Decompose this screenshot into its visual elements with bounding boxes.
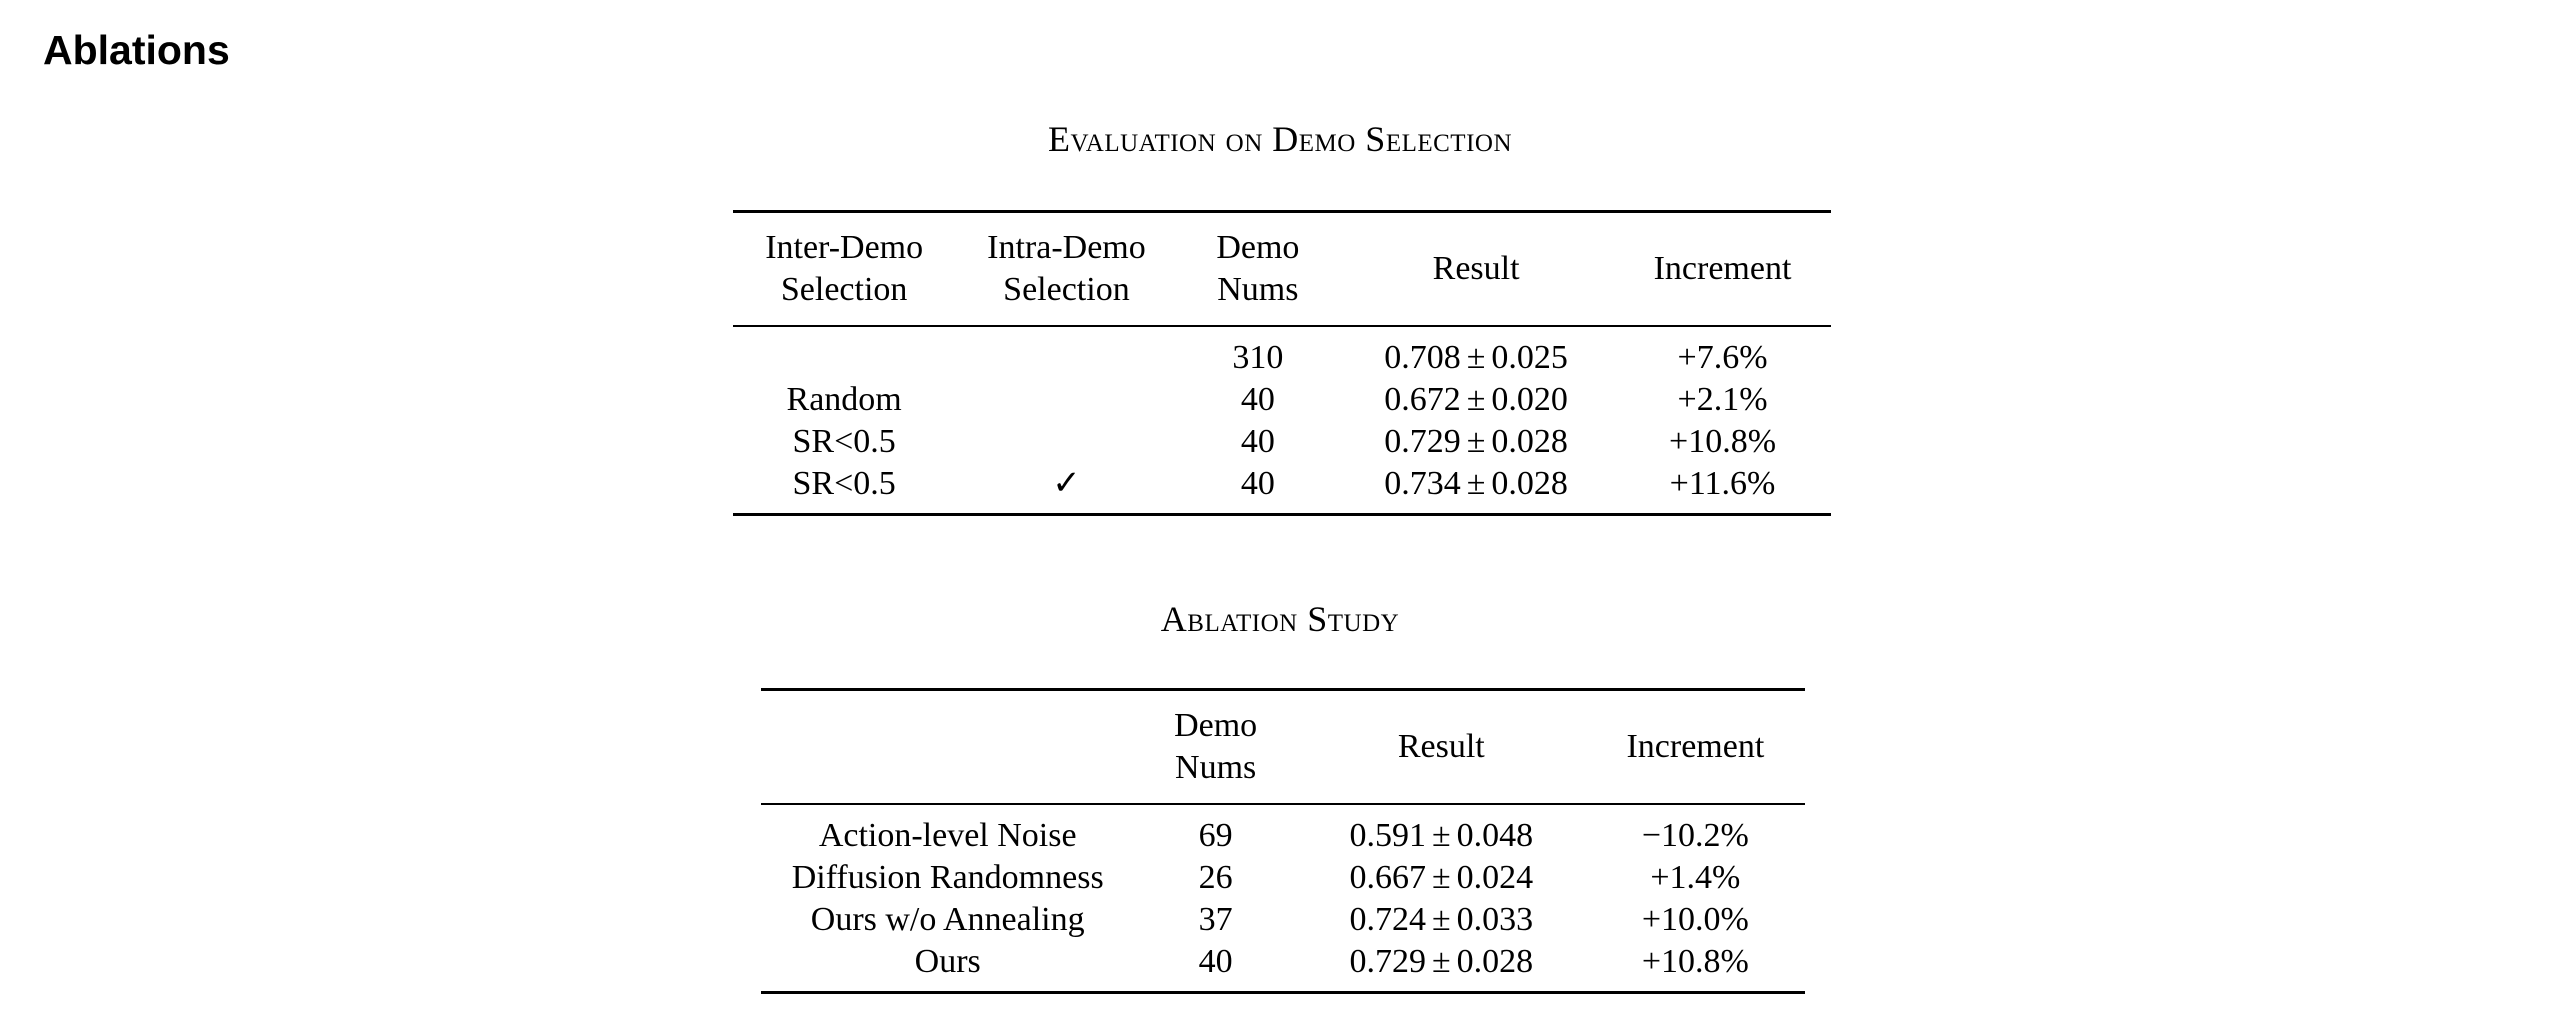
result-std: 0.024 (1456, 859, 1534, 896)
cell-intra-demo (955, 421, 1177, 463)
table-header-row: Inter-Demo Selection Intra-Demo Selectio… (733, 210, 1831, 327)
table-row: Ours w/o Annealing 37 0.724 ±0.033 +10.0% (761, 899, 1805, 941)
header-inter-demo-selection: Inter-Demo Selection (733, 210, 956, 327)
cell-result: 0.724 ±0.033 (1297, 899, 1586, 941)
cell-intra-demo (955, 379, 1177, 421)
result-mean: 0.708 (1384, 339, 1461, 376)
cell-increment: +2.1% (1677, 381, 1768, 418)
cell-intra-demo (955, 326, 1177, 379)
cell-increment: +10.0% (1641, 901, 1749, 938)
result-std: 0.048 (1456, 817, 1534, 854)
cell-increment: +1.4% (1650, 859, 1741, 896)
header-demo-nums: Demo Nums (1134, 688, 1297, 805)
cell-inter-demo (733, 326, 955, 379)
table-row: Action-level Noise 69 0.591 ±0.048 −10.2% (761, 804, 1805, 857)
cell-demo-nums: 40 (1240, 423, 1275, 460)
plus-minus-sign: ± (1431, 943, 1451, 980)
result-std: 0.020 (1491, 381, 1568, 418)
demo-selection-table: Inter-Demo Selection Intra-Demo Selectio… (733, 210, 1831, 516)
header-intra-demo-selection: Intra-Demo Selection (955, 210, 1178, 327)
cell-inter-demo: SR<0.5 (792, 423, 896, 460)
cell-increment: +11.6% (1614, 463, 1831, 516)
cell-demo-nums: 40 (1240, 381, 1275, 418)
result-std: 0.028 (1491, 465, 1568, 502)
header-text: Nums (1175, 749, 1257, 786)
plus-minus-sign: ± (1431, 901, 1451, 938)
cell-result: 0.729 ±0.028 (1338, 421, 1614, 463)
page-title: Ablations (43, 27, 230, 73)
plus-minus-sign: ± (1466, 465, 1486, 502)
cell-method: Ours (761, 941, 1135, 994)
plus-minus-sign: ± (1466, 339, 1486, 376)
cell-result: 0.708 ±0.025 (1338, 326, 1614, 379)
cell-demo-nums: 26 (1198, 859, 1233, 896)
cell-demo-nums: 310 (1232, 339, 1284, 376)
demo-selection-caption: Evaluation on Demo Selection (1047, 119, 1513, 159)
cell-method: Ours w/o Annealing (810, 901, 1085, 938)
header-increment: Increment (1614, 210, 1831, 327)
table-header-row: Demo Nums Result Increment (761, 688, 1805, 805)
header-text: Nums (1217, 271, 1299, 308)
result-mean: 0.667 (1349, 859, 1426, 896)
header-result: Result (1338, 210, 1615, 327)
result-std: 0.025 (1491, 339, 1568, 376)
cell-result: 0.734 ±0.028 (1338, 463, 1615, 516)
checkmark-icon: ✓ (955, 463, 1178, 516)
plus-minus-sign: ± (1466, 423, 1486, 460)
header-text: Inter-Demo (765, 229, 924, 266)
header-method (761, 688, 1135, 805)
cell-result: 0.672 ±0.020 (1338, 379, 1614, 421)
header-text: Demo (1216, 229, 1300, 266)
cell-method: Diffusion Randomness (791, 859, 1104, 896)
cell-result: 0.591 ±0.048 (1297, 804, 1586, 857)
cell-method: Action-level Noise (818, 817, 1077, 854)
header-text: Selection (1003, 271, 1130, 308)
result-std: 0.028 (1456, 943, 1534, 980)
cell-increment: +10.8% (1585, 941, 1805, 994)
result-std: 0.028 (1491, 423, 1568, 460)
plus-minus-sign: ± (1431, 817, 1451, 854)
result-mean: 0.672 (1384, 381, 1461, 418)
table-row: Ours 40 0.729 ±0.028 +10.8% (761, 941, 1805, 994)
header-text: Selection (780, 271, 908, 308)
plus-minus-sign: ± (1431, 859, 1451, 896)
result-std: 0.033 (1456, 901, 1534, 938)
table-row: 310 0.708 ±0.025 +7.6% (733, 326, 1831, 379)
table-row: Diffusion Randomness 26 0.667 ±0.024 +1.4… (761, 857, 1805, 899)
result-mean: 0.729 (1384, 423, 1461, 460)
header-increment: Increment (1585, 688, 1805, 805)
cell-inter-demo: Random (786, 381, 902, 418)
result-mean: 0.729 (1349, 943, 1426, 980)
ablation-study-table: Demo Nums Result Increment Action-level … (761, 688, 1805, 994)
header-text: Intra-Demo (987, 229, 1146, 266)
cell-increment: −10.2% (1641, 817, 1749, 854)
table-row: Random 40 0.672 ±0.020 +2.1% (733, 379, 1831, 421)
cell-demo-nums: 37 (1198, 901, 1233, 938)
result-mean: 0.734 (1384, 465, 1461, 502)
header-text: Demo (1174, 707, 1258, 744)
cell-demo-nums: 40 (1177, 463, 1339, 516)
cell-inter-demo: SR<0.5 (733, 463, 956, 516)
plus-minus-sign: ± (1466, 381, 1486, 418)
cell-demo-nums: 40 (1134, 941, 1297, 994)
table-row: SR<0.5 40 0.729 ±0.028 +10.8% (733, 421, 1831, 463)
cell-increment: +10.8% (1669, 423, 1777, 460)
ablation-study-caption: Ablation Study (1160, 599, 1400, 639)
table-row: SR<0.5 ✓ 40 0.734 ±0.028 +11.6% (733, 463, 1831, 516)
cell-result: 0.729 ±0.028 (1296, 941, 1586, 994)
header-result: Result (1296, 688, 1586, 805)
result-mean: 0.591 (1349, 817, 1426, 854)
result-mean: 0.724 (1349, 901, 1426, 938)
cell-increment: +7.6% (1677, 339, 1768, 376)
cell-demo-nums: 69 (1198, 817, 1233, 854)
header-demo-nums: Demo Nums (1177, 210, 1339, 327)
cell-result: 0.667 ±0.024 (1297, 857, 1586, 899)
